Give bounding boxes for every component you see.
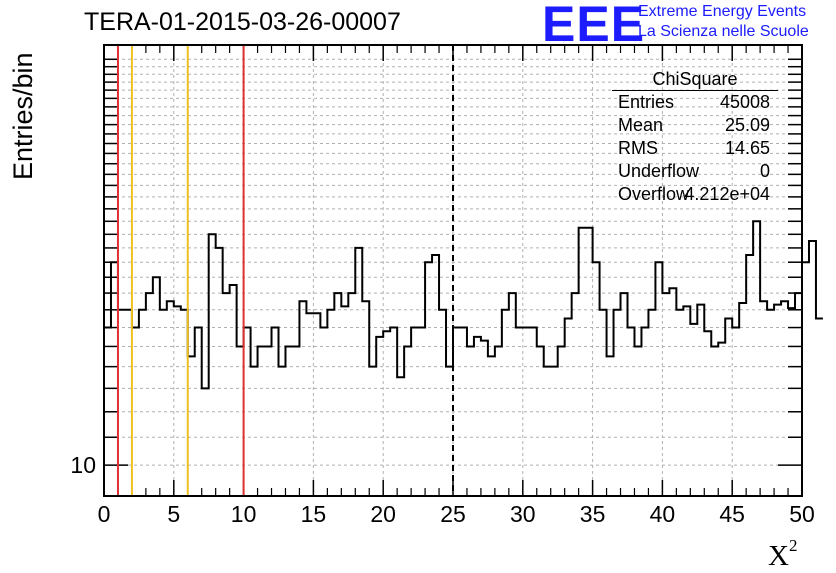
chart-title: TERA-01-2015-03-26-00007 xyxy=(84,8,401,37)
logo-line-1: Extreme Energy Events xyxy=(638,3,806,21)
stats-row-underflow: Underflow 0 xyxy=(612,160,778,183)
x-tick-label: 35 xyxy=(580,501,606,527)
tick-labels-layer: 0 5 10 15 20 25 30 35 40 45 50 10 xyxy=(70,452,814,527)
stats-row-overflow: Overflow 4.212e+04 xyxy=(612,183,778,206)
stats-key: Entries xyxy=(618,91,674,114)
stats-value: 0 xyxy=(760,160,770,183)
stats-value: 14.65 xyxy=(725,137,770,160)
stats-value: 25.09 xyxy=(725,114,770,137)
x-tick-label: 50 xyxy=(789,501,815,527)
x-tick-label: 5 xyxy=(167,501,180,527)
stats-title: ChiSquare xyxy=(612,68,778,91)
x-tick-label: 30 xyxy=(510,501,536,527)
x-tick-label: 40 xyxy=(650,501,676,527)
stats-row-rms: RMS 14.65 xyxy=(612,137,778,160)
x-tick-label: 0 xyxy=(98,501,111,527)
stats-key: Underflow xyxy=(618,160,699,183)
x-axis-label-base: X xyxy=(768,540,789,572)
x-tick-label: 10 xyxy=(231,501,257,527)
stats-key: RMS xyxy=(618,137,658,160)
x-tick-label: 45 xyxy=(719,501,745,527)
y-tick-label: 10 xyxy=(70,452,96,478)
stats-row-mean: Mean 25.09 xyxy=(612,114,778,137)
x-tick-label: 25 xyxy=(440,501,466,527)
stats-key: Overflow xyxy=(618,183,689,206)
eee-logo: EEE xyxy=(542,0,645,48)
x-axis-label: X2 xyxy=(768,536,797,573)
stats-value: 4.212e+04 xyxy=(684,183,770,206)
stats-row-entries: Entries 45008 xyxy=(612,91,778,114)
logo-line-2: La Scienza nelle Scuole xyxy=(638,23,809,41)
stats-value: 45008 xyxy=(720,91,770,114)
x-tick-label: 20 xyxy=(370,501,396,527)
stats-key: Mean xyxy=(618,114,663,137)
x-axis-label-superscript: 2 xyxy=(789,536,798,555)
histogram-layer xyxy=(104,221,823,388)
vertical-lines-layer xyxy=(118,45,453,496)
histogram-outline xyxy=(104,221,823,388)
y-axis-label: Entries/bin xyxy=(8,52,39,180)
x-tick-label: 15 xyxy=(301,501,327,527)
stats-box: ChiSquare Entries 45008 Mean 25.09 RMS 1… xyxy=(612,68,778,206)
